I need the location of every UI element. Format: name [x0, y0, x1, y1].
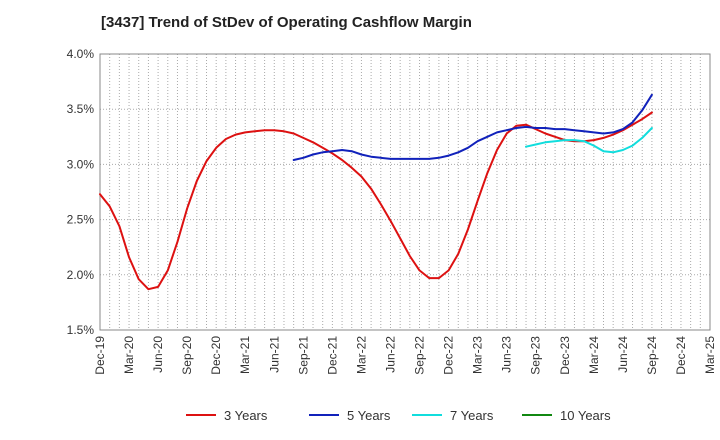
x-tick-label: Jun-23 — [500, 336, 514, 373]
x-tick-label: Dec-23 — [558, 336, 572, 375]
x-tick-label: Sep-20 — [180, 336, 194, 375]
x-tick-label: Dec-19 — [93, 336, 107, 375]
x-tick-label: Mar-25 — [703, 336, 717, 374]
y-tick-label: 4.0% — [67, 47, 95, 61]
chart-title: [3437] Trend of StDev of Operating Cashf… — [101, 14, 472, 31]
x-tick-label: Jun-21 — [267, 336, 281, 373]
x-tick-label: Jun-20 — [151, 336, 165, 373]
legend-label: 3 Years — [224, 408, 268, 423]
x-tick-label: Mar-24 — [587, 336, 601, 374]
legend-label: 5 Years — [347, 408, 391, 423]
x-tick-label: Mar-21 — [238, 336, 252, 374]
legend-label: 10 Years — [560, 408, 611, 423]
y-tick-label: 3.0% — [67, 157, 95, 171]
x-tick-label: Dec-24 — [674, 336, 688, 375]
x-tick-label: Sep-23 — [529, 336, 543, 375]
plot-frame — [99, 53, 711, 331]
x-tick-label: Jun-24 — [616, 336, 630, 373]
y-tick-label: 3.5% — [67, 102, 95, 116]
legend-label: 7 Years — [450, 408, 494, 423]
series-line — [525, 127, 653, 154]
y-tick-label: 2.5% — [67, 213, 95, 227]
x-tick-label: Dec-21 — [325, 336, 339, 375]
x-tick-label: Mar-20 — [122, 336, 136, 374]
y-tick-label: 1.5% — [67, 323, 95, 337]
x-tick-label: Mar-22 — [354, 336, 368, 374]
x-tick-label: Dec-20 — [209, 336, 223, 375]
x-tick-label: Jun-22 — [383, 336, 397, 373]
x-tick-label: Sep-22 — [413, 336, 427, 375]
y-tick-label: 2.0% — [67, 268, 95, 282]
x-tick-label: Sep-21 — [296, 336, 310, 375]
series-line — [99, 111, 653, 291]
x-tick-label: Mar-23 — [471, 336, 485, 374]
x-tick-label: Sep-24 — [645, 336, 659, 375]
x-tick-label: Dec-22 — [442, 336, 456, 375]
series-line — [292, 93, 653, 161]
